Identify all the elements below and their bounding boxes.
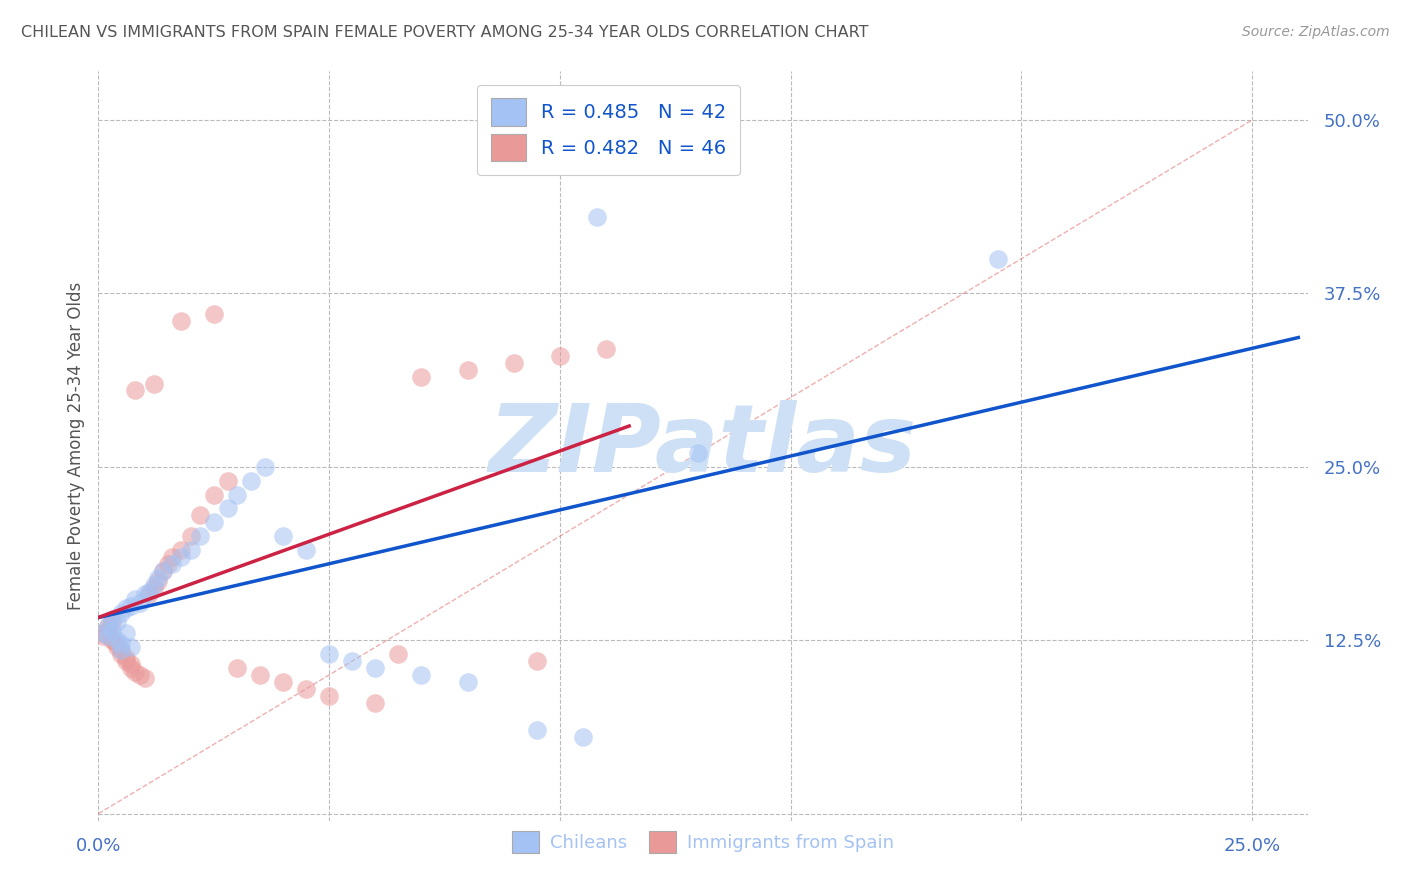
Point bbox=[987, 252, 1010, 266]
Point bbox=[202, 516, 225, 530]
Point bbox=[586, 210, 609, 224]
Point bbox=[138, 584, 160, 599]
Text: CHILEAN VS IMMIGRANTS FROM SPAIN FEMALE POVERTY AMONG 25-34 YEAR OLDS CORRELATIO: CHILEAN VS IMMIGRANTS FROM SPAIN FEMALE … bbox=[21, 25, 869, 40]
Point bbox=[170, 543, 193, 558]
Point bbox=[101, 624, 124, 638]
Point bbox=[411, 369, 433, 384]
Point bbox=[110, 637, 132, 651]
Point bbox=[110, 647, 132, 661]
Point bbox=[526, 723, 548, 738]
Point bbox=[253, 459, 276, 474]
Point bbox=[110, 606, 132, 620]
Point bbox=[148, 571, 170, 585]
Point bbox=[142, 578, 165, 592]
Point bbox=[134, 587, 156, 601]
Point bbox=[595, 342, 617, 356]
Point bbox=[156, 557, 179, 571]
Point bbox=[688, 446, 710, 460]
Point bbox=[101, 615, 124, 630]
Point bbox=[142, 581, 165, 595]
Point bbox=[124, 665, 146, 680]
Point bbox=[152, 564, 174, 578]
Point bbox=[387, 647, 409, 661]
Point bbox=[124, 384, 146, 398]
Point bbox=[572, 731, 595, 745]
Point bbox=[120, 657, 142, 671]
Point bbox=[411, 668, 433, 682]
Point bbox=[364, 696, 387, 710]
Point bbox=[101, 633, 124, 648]
Point bbox=[457, 362, 479, 376]
Point bbox=[342, 654, 364, 668]
Point bbox=[170, 314, 193, 328]
Point bbox=[91, 626, 114, 640]
Point bbox=[502, 356, 524, 370]
Point bbox=[271, 529, 294, 543]
Point bbox=[115, 601, 138, 615]
Point bbox=[97, 619, 120, 633]
Point bbox=[526, 654, 548, 668]
Point bbox=[162, 557, 184, 571]
Point bbox=[120, 599, 142, 613]
Point bbox=[110, 643, 132, 657]
Point bbox=[225, 661, 247, 675]
Point bbox=[134, 671, 156, 685]
Point bbox=[138, 587, 160, 601]
Point bbox=[115, 654, 138, 668]
Point bbox=[129, 596, 152, 610]
Point bbox=[180, 529, 202, 543]
Point bbox=[129, 668, 152, 682]
Point bbox=[101, 632, 124, 646]
Point bbox=[225, 487, 247, 501]
Point bbox=[295, 543, 318, 558]
Point bbox=[271, 674, 294, 689]
Point bbox=[91, 626, 114, 640]
Point bbox=[110, 643, 132, 657]
Text: ZIPatlas: ZIPatlas bbox=[489, 400, 917, 492]
Point bbox=[120, 661, 142, 675]
Point bbox=[318, 647, 340, 661]
Point bbox=[97, 624, 120, 638]
Point bbox=[105, 633, 128, 648]
Legend: Chileans, Immigrants from Spain: Chileans, Immigrants from Spain bbox=[505, 824, 901, 860]
Point bbox=[124, 591, 146, 606]
Point bbox=[249, 668, 271, 682]
Point bbox=[148, 574, 170, 588]
Point bbox=[295, 681, 318, 696]
Point bbox=[105, 615, 128, 630]
Point bbox=[120, 640, 142, 655]
Point bbox=[97, 619, 120, 633]
Point bbox=[202, 487, 225, 501]
Point bbox=[239, 474, 262, 488]
Point bbox=[97, 629, 120, 643]
Point bbox=[170, 549, 193, 564]
Point bbox=[105, 640, 128, 655]
Point bbox=[162, 549, 184, 564]
Point bbox=[188, 529, 211, 543]
Point bbox=[115, 651, 138, 665]
Point bbox=[180, 543, 202, 558]
Point bbox=[364, 661, 387, 675]
Point bbox=[548, 349, 571, 363]
Point bbox=[202, 307, 225, 321]
Point bbox=[115, 626, 138, 640]
Point bbox=[105, 637, 128, 651]
Point bbox=[101, 612, 124, 626]
Point bbox=[318, 689, 340, 703]
Point bbox=[91, 629, 114, 643]
Point bbox=[152, 564, 174, 578]
Y-axis label: Female Poverty Among 25-34 Year Olds: Female Poverty Among 25-34 Year Olds bbox=[66, 282, 84, 610]
Point bbox=[217, 474, 239, 488]
Point bbox=[457, 674, 479, 689]
Point bbox=[188, 508, 211, 523]
Point bbox=[142, 376, 165, 391]
Text: Source: ZipAtlas.com: Source: ZipAtlas.com bbox=[1241, 25, 1389, 39]
Point bbox=[217, 501, 239, 516]
